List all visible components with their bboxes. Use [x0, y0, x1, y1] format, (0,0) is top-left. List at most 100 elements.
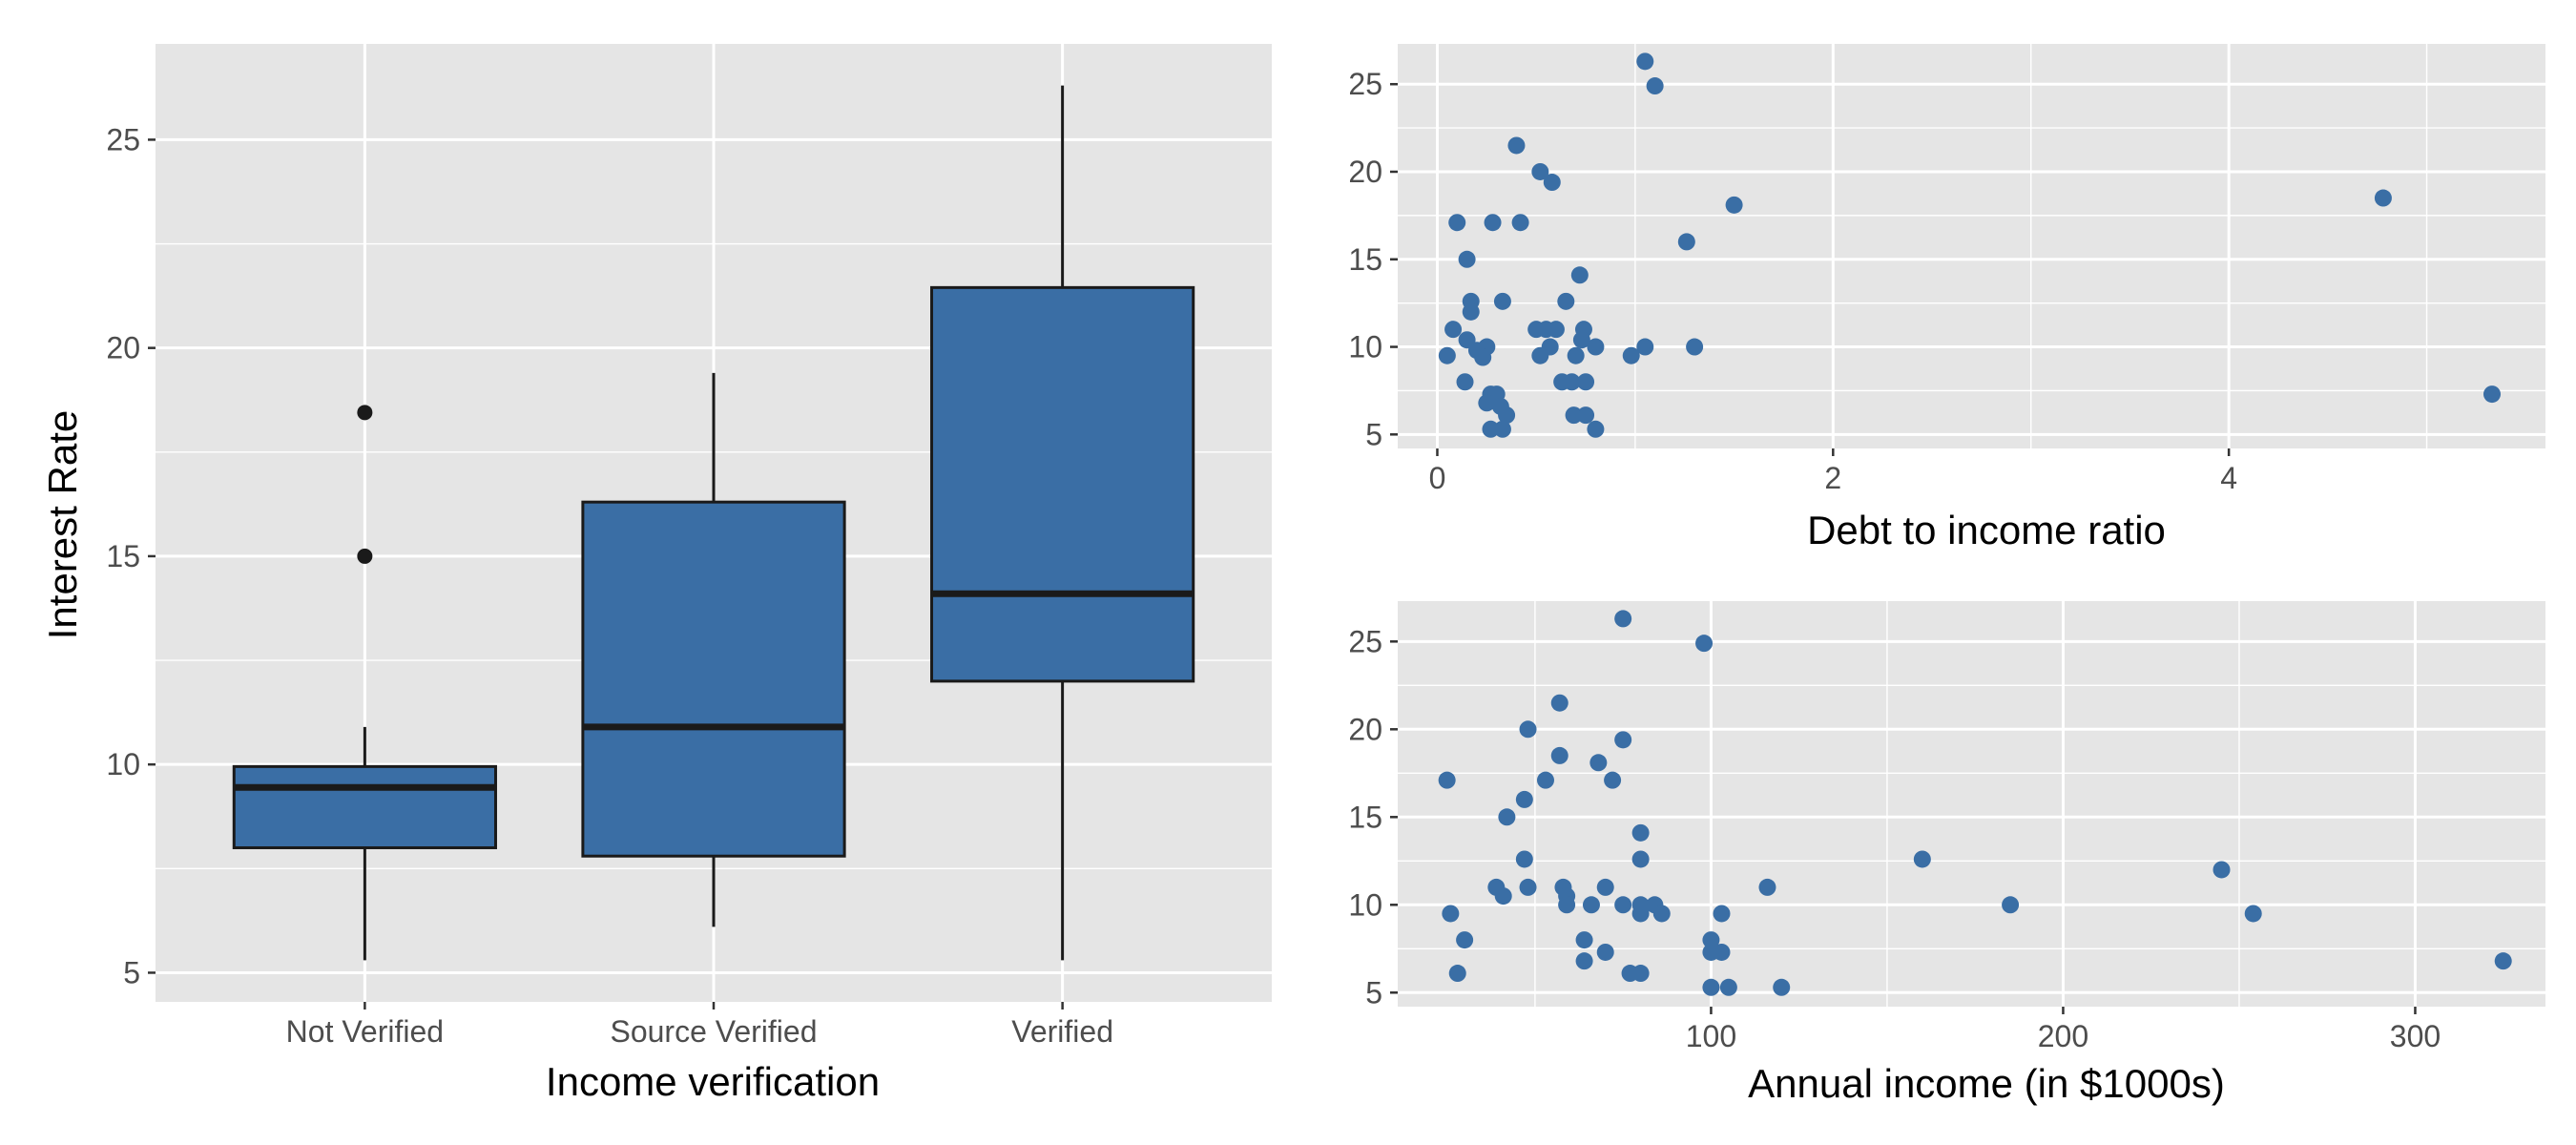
outlier-point [357, 405, 373, 421]
dti-point [1567, 346, 1585, 364]
dti-y-tick-label: 10 [1348, 330, 1382, 364]
boxplot-x-axis-title: Income verification [546, 1059, 880, 1104]
boxplot-y-tick-label: 20 [106, 331, 140, 365]
income-point [1631, 823, 1650, 842]
dti-point [1448, 214, 1466, 232]
income-point [2244, 905, 2262, 923]
income-point [1604, 771, 1622, 789]
dti-point [1456, 373, 1474, 391]
income-y-tick-label: 25 [1348, 624, 1382, 658]
income-point [1702, 931, 1720, 949]
dti-point [1507, 136, 1526, 155]
income-point [1758, 878, 1776, 896]
dti-point [1478, 394, 1496, 412]
income-background [1398, 601, 2545, 1007]
income-point [2212, 861, 2231, 879]
dti-point [1511, 214, 1529, 232]
dti-point [1565, 406, 1583, 425]
income-scatter-panel: 5 10 15 20 25 100 200 300 [1348, 601, 2545, 1053]
dti-point [2483, 385, 2501, 404]
income-point [1550, 746, 1568, 764]
income-point [1713, 943, 1731, 961]
income-x-tick-label: 300 [2390, 1019, 2441, 1053]
dti-point [1622, 346, 1640, 364]
income-point [1713, 905, 1731, 923]
dti-point [1547, 321, 1565, 339]
dti-point [1636, 338, 1654, 356]
dti-point [1531, 162, 1549, 180]
income-point [1719, 978, 1737, 996]
dti-point [1484, 214, 1502, 232]
income-point [1575, 931, 1593, 949]
boxplot-y-tick-label: 25 [106, 122, 140, 156]
box-3 [930, 285, 1195, 683]
income-point [1456, 931, 1474, 949]
dti-point [1438, 346, 1456, 364]
income-point [1498, 808, 1516, 826]
income-point [1631, 850, 1650, 868]
income-point [1515, 850, 1533, 868]
income-y-tick-label: 10 [1348, 887, 1382, 922]
income-point [1582, 896, 1600, 914]
income-point [1702, 978, 1720, 996]
boxplot-x-tick-label: Verified [1011, 1014, 1113, 1049]
income-point [1519, 720, 1537, 739]
income-y-tick-label: 5 [1365, 975, 1382, 1010]
income-point [1614, 896, 1632, 914]
dti-point [1493, 420, 1511, 438]
income-point [1494, 887, 1512, 906]
income-point [1631, 905, 1650, 923]
income-y-tick-label: 15 [1348, 800, 1382, 834]
box-1 [232, 764, 497, 849]
dti-point [1543, 174, 1561, 192]
income-point [1596, 943, 1614, 961]
dti-point [1725, 196, 1743, 214]
dti-point [1444, 321, 1463, 339]
income-point [1589, 754, 1608, 772]
boxplot-y-tick-label: 5 [123, 955, 140, 989]
income-point [2494, 952, 2512, 970]
income-point [1652, 905, 1671, 923]
income-x-axis-title: Annual income (in $1000s) [1748, 1061, 2225, 1106]
boxplot-panel: 5 10 15 20 25 Not Verified Source Verified Veri… [106, 44, 1272, 1049]
income-y-tick-label: 20 [1348, 712, 1382, 746]
dti-x-axis-title: Debt to income ratio [1807, 508, 2166, 552]
dti-point [1462, 302, 1480, 321]
dti-point [1686, 338, 1704, 356]
dti-point [1474, 348, 1492, 366]
income-point [1575, 952, 1593, 970]
dti-point [1577, 406, 1595, 425]
income-x-tick-label: 200 [2038, 1019, 2088, 1053]
income-point [1913, 850, 1931, 868]
dti-point [1563, 373, 1581, 391]
income-point [1536, 771, 1554, 789]
dti-point [1572, 331, 1590, 349]
income-point [1519, 878, 1537, 896]
income-x-tick-label: 100 [1686, 1019, 1736, 1053]
dti-point [1677, 233, 1695, 251]
dti-point [1498, 406, 1516, 425]
dti-y-tick-label: 25 [1348, 67, 1382, 101]
dti-point [1493, 292, 1511, 310]
dti-point [2374, 189, 2392, 207]
dti-point [1636, 52, 1654, 71]
income-point [1558, 896, 1576, 914]
dti-point [1646, 77, 1664, 95]
outlier-point [357, 548, 373, 564]
income-point [1631, 965, 1650, 983]
dti-point [1587, 338, 1605, 356]
income-point [1550, 694, 1568, 712]
dti-point [1531, 346, 1549, 364]
dti-x-tick-label: 0 [1429, 461, 1446, 495]
dti-x-tick-label: 2 [1824, 461, 1841, 495]
income-point [1695, 635, 1714, 653]
boxplot-x-tick-label: Source Verified [610, 1014, 817, 1049]
income-point [1448, 965, 1466, 983]
dti-point [1482, 420, 1500, 438]
income-point [1614, 610, 1632, 628]
dti-y-tick-label: 5 [1365, 417, 1382, 451]
dti-point [1458, 250, 1476, 268]
boxplot-y-tick-label: 10 [106, 747, 140, 781]
income-point [1596, 878, 1614, 896]
